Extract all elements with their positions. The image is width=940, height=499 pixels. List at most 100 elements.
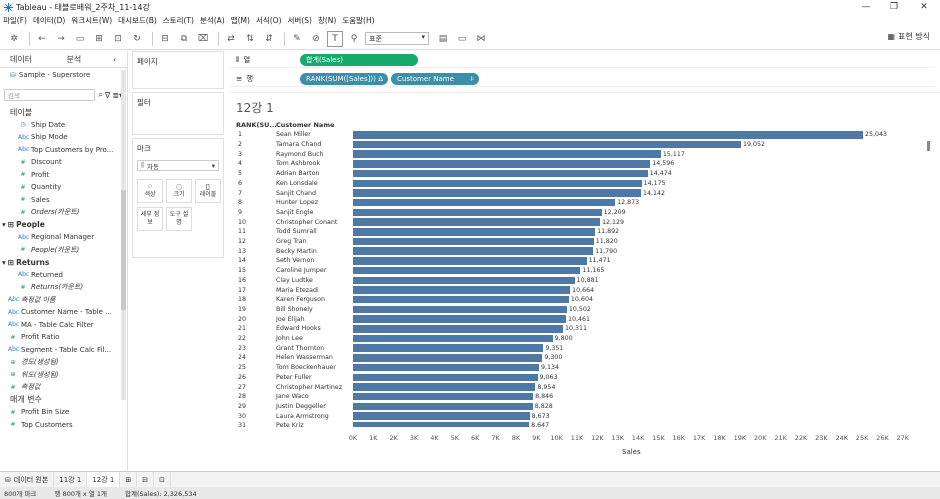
sales-bar[interactable] [353, 392, 534, 401]
list-view-icon[interactable]: ≣▾ [112, 90, 123, 100]
new-worksheet-icon[interactable]: ⊟ [161, 33, 169, 44]
table-row[interactable]: 25 Tom Boeckenhauer 9,134 [236, 363, 921, 373]
tables-section[interactable]: 테이블 [0, 106, 127, 119]
sales-bar[interactable] [353, 412, 530, 420]
fix-axes-icon[interactable]: ⚲ [350, 33, 358, 44]
table-row[interactable]: 18 Karen Ferguson 10,604 [236, 295, 921, 305]
new-story-tab-icon[interactable]: ⊡ [154, 471, 171, 488]
data-pane-scroll-thumb[interactable] [121, 190, 126, 310]
sales-bar[interactable] [353, 140, 741, 149]
table-row[interactable]: 3 Raymond Buch 15,117 [236, 149, 921, 159]
show-cards-icon[interactable]: ▤ [438, 33, 448, 44]
sales-bar[interactable] [353, 315, 567, 323]
field-item[interactable]: Abc Top Customers by Pro... [0, 144, 127, 157]
table-row[interactable]: 23 Grant Thornton 9,351 [236, 343, 921, 353]
label-button[interactable]: ▯ 레이블 [195, 179, 221, 203]
table-row[interactable]: 6 Ken Lonsdale 14,175 [236, 179, 921, 189]
tab-sheet-12[interactable]: 12강 1 [87, 471, 121, 488]
sales-bar[interactable] [353, 286, 571, 294]
table-row[interactable]: 26 Peter Fuller 9,063 [236, 373, 921, 383]
sales-bar[interactable] [353, 354, 543, 362]
share-icon[interactable]: ⋈ [476, 33, 486, 44]
close-button[interactable]: ✕ [920, 2, 928, 12]
table-row[interactable]: 19 Bill Shonely 10,502 [236, 305, 921, 315]
table-row[interactable]: 27 Christopher Martinez 8,954 [236, 382, 921, 392]
table-row[interactable]: 30 Laura Armstrong 8,673 [236, 411, 921, 421]
field-item[interactable]: Abc 측정값 이름 [0, 294, 127, 307]
sales-bar[interactable] [353, 198, 616, 207]
sales-bar[interactable] [353, 422, 530, 427]
table-row[interactable]: 5 Adrian Barton 14,474 [236, 169, 921, 179]
people-group[interactable]: ▾ ⊞ People [0, 219, 127, 232]
new-dashboard-tab-icon[interactable]: ⊟ [137, 471, 155, 488]
rows-shelf[interactable]: ≡ 행 RANK(SUM([Sales])) Δ Customer Name ⊧ [230, 71, 935, 87]
refresh-icon[interactable]: ↻ [133, 33, 141, 44]
field-item[interactable]: Abc Ship Mode [0, 131, 127, 144]
table-row[interactable]: 28 Jane Waco 8,846 [236, 392, 921, 402]
filter-icon[interactable]: ∇ [104, 90, 111, 100]
field-item[interactable]: # Profit [0, 169, 127, 182]
detail-button[interactable]: 세부 정보 [137, 207, 163, 231]
group-icon[interactable]: ⊘ [312, 33, 320, 44]
field-item[interactable]: # People(카운트) [0, 244, 127, 257]
field-item[interactable]: # Returns(카운트) [0, 281, 127, 294]
table-row[interactable]: 11 Todd Sumrall 11,892 [236, 227, 921, 237]
table-row[interactable]: 1 Sean Miller 25,043 [236, 130, 921, 140]
table-row[interactable]: 22 John Lee 9,800 [236, 334, 921, 344]
menu-item[interactable]: 도움말(H) [342, 16, 375, 25]
sales-bar[interactable] [353, 150, 661, 158]
menu-item[interactable]: 스토리(T) [162, 16, 194, 25]
table-row[interactable]: 12 Greg Tran 11,820 [236, 237, 921, 247]
view-scrollbar[interactable] [927, 141, 930, 151]
sales-bar[interactable] [353, 208, 602, 217]
menu-item[interactable]: 창(N) [317, 16, 337, 25]
sales-bar[interactable] [353, 402, 533, 411]
tooltip-button[interactable]: 도구 설명 [166, 207, 192, 231]
sales-bar[interactable] [353, 295, 569, 304]
returns-group[interactable]: ▾ ⊞ Returns [0, 256, 127, 269]
table-row[interactable]: 2 Tamara Chand 19,052 [236, 140, 921, 150]
sales-bar[interactable] [353, 237, 594, 246]
sales-bar[interactable] [353, 160, 651, 168]
sales-bar[interactable] [353, 325, 563, 333]
pages-card[interactable]: 페이지 [132, 51, 224, 89]
menu-item[interactable]: 서버(S) [287, 16, 312, 25]
sum-sales-pill[interactable]: 합계(Sales) [300, 53, 418, 66]
sales-bar[interactable] [353, 363, 539, 372]
table-row[interactable]: 21 Edward Hooks 10,311 [236, 324, 921, 334]
table-row[interactable]: 9 Sanjit Engle 12,209 [236, 208, 921, 218]
maximize-button[interactable]: ❐ [889, 2, 899, 12]
minimize-button[interactable]: — [861, 2, 871, 12]
sales-bar[interactable] [353, 334, 553, 343]
menu-item[interactable]: 데이터(D) [32, 16, 66, 25]
sales-bar[interactable] [353, 383, 536, 391]
mark-type-select[interactable]: ⫼ 자동 [137, 160, 219, 171]
field-item[interactable]: ◷ Ship Date [0, 119, 127, 132]
sales-bar[interactable] [353, 247, 594, 255]
new-datasource-icon[interactable]: ⊞ [95, 33, 103, 44]
tab-data[interactable]: 데이터 [10, 54, 33, 64]
field-item[interactable]: # Profit Bin Size [0, 406, 127, 419]
table-row[interactable]: 8 Hunter Lopez 12,873 [236, 198, 921, 208]
table-row[interactable]: 10 Christopher Conant 12,129 [236, 217, 921, 227]
params-section[interactable]: 매개 변수 [0, 394, 127, 407]
swap-icon[interactable]: ⇄ [227, 33, 235, 44]
tab-analysis[interactable]: 분석 [66, 54, 82, 64]
sales-bar[interactable] [353, 169, 648, 178]
table-row[interactable]: 13 Becky Martin 11,790 [236, 246, 921, 256]
table-row[interactable]: 24 Helen Wasserman 9,300 [236, 353, 921, 363]
fit-select[interactable]: 표준 [365, 32, 429, 45]
color-button[interactable]: ⁘ 색상 [137, 179, 163, 203]
pause-updates-icon[interactable]: ⊡ [114, 33, 122, 44]
field-item[interactable]: ⊕ 위도(생성됨) [0, 369, 127, 382]
table-row[interactable]: 15 Caroline Jumper 11,165 [236, 266, 921, 276]
menu-item[interactable]: 분석(A) [199, 16, 225, 25]
sales-bar[interactable] [353, 266, 581, 275]
field-item[interactable]: Abc Segment - Table Calc Fil... [0, 344, 127, 357]
sales-bar[interactable] [353, 179, 642, 188]
field-item[interactable]: # Quantity [0, 181, 127, 194]
rank-sales-pill[interactable]: RANK(SUM([Sales])) Δ [300, 72, 388, 85]
search-icon[interactable]: ⌕ [98, 90, 103, 99]
menu-item[interactable]: 워크시트(W) [71, 16, 113, 25]
collapse-icon[interactable]: ‹ [113, 54, 117, 64]
